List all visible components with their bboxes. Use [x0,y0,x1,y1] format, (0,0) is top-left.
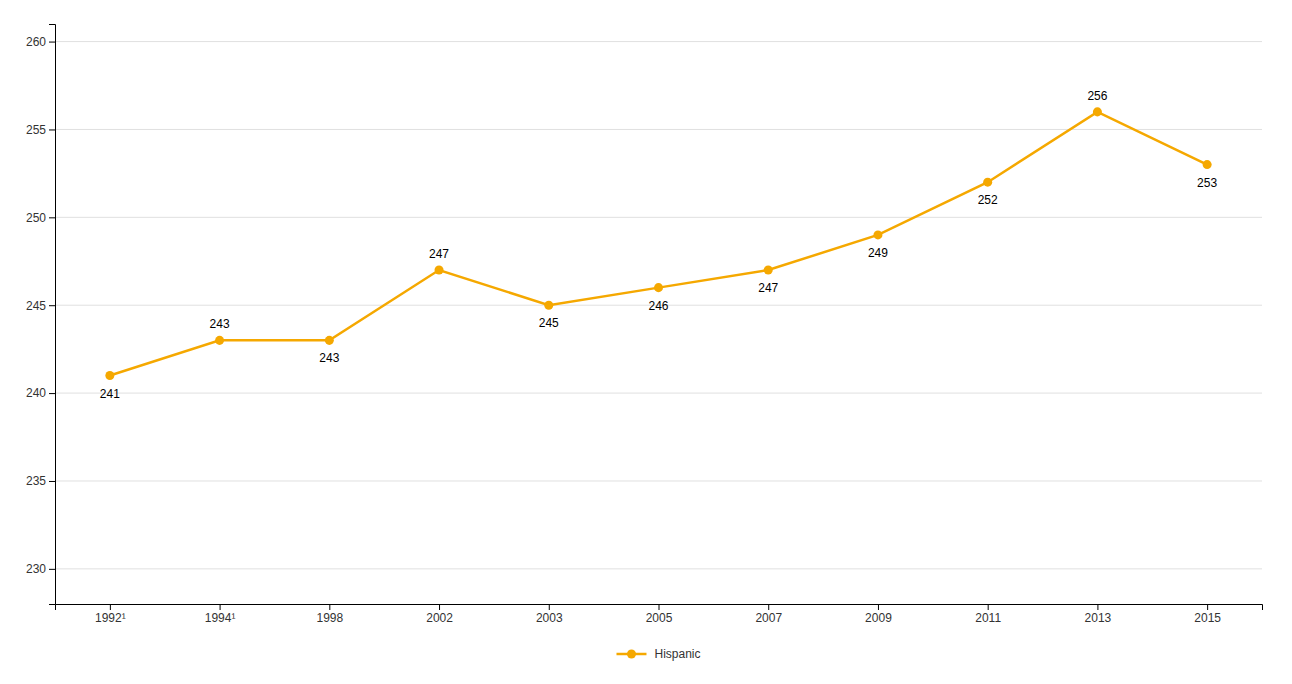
tick: 2005 [646,604,673,625]
tick-label: 230 [26,562,46,576]
tick-mark [878,604,879,610]
tick-label: 1994¹ [205,611,236,625]
tick: 2009 [865,604,892,625]
tick-label: 2013 [1085,611,1112,625]
tick-label: 235 [26,474,46,488]
data-labels: 241 243 243 247 245 246 247 249 252 256 253 [100,89,1218,401]
grid-line [55,393,1262,394]
tick-label: 2009 [865,611,892,625]
tick-mark [49,393,55,394]
tick-mark [659,604,660,610]
tick-label: 2003 [536,611,563,625]
tick: 235 [26,474,55,488]
tick-label: 245 [26,299,46,313]
tick-label: 2007 [755,611,782,625]
tick-mark [49,569,55,570]
tick-mark [110,604,111,610]
tick-label: 250 [26,211,46,225]
tick: 2013 [1085,604,1112,625]
axis-line [56,605,1263,611]
tick: 255 [26,123,55,137]
data-label: 252 [978,193,998,207]
plot: 230 235 240 245 250 255 260 1992¹ 1994¹ 1998 2002 2… [26,25,1263,625]
tick-mark [49,305,55,306]
marker [764,266,773,275]
tick: 260 [26,35,55,49]
tick: 240 [26,386,55,400]
tick-mark [1097,604,1098,610]
tick-mark [988,604,989,610]
grid-line [55,217,1262,218]
marker [1203,160,1212,169]
grid-line [55,568,1262,569]
x-axis: 1992¹ 1994¹ 1998 2002 2003 2005 2007 2009 2011 20… [56,604,1263,625]
tick-mark [768,604,769,610]
marker [215,336,224,345]
tick: 2007 [755,604,782,625]
legend-label: Hispanic [654,647,700,661]
data-label: 241 [100,387,120,401]
tick-mark [549,604,550,610]
tick: 1992¹ [95,604,126,625]
data-label: 243 [210,317,230,331]
tick-label: 2005 [646,611,673,625]
tick: 2002 [426,604,453,625]
marker [654,283,663,292]
tick-label: 2002 [426,611,453,625]
marker [544,301,553,310]
tick-label: 2015 [1194,611,1221,625]
tick-mark [49,481,55,482]
tick-label: 1998 [316,611,343,625]
data-label: 253 [1197,176,1217,190]
grid-line [55,129,1262,130]
marker [1093,107,1102,116]
tick: 245 [26,299,55,313]
data-label: 243 [319,351,339,365]
grid-line [55,41,1262,42]
tick-mark [439,604,440,610]
marker [325,336,334,345]
chart: 230 235 240 245 250 255 260 1992¹ 1994¹ 1998 2002 2… [0,0,1292,684]
marker [983,178,992,187]
tick: 2011 [975,604,1001,625]
data-label: 249 [868,246,888,260]
tick: 1994¹ [205,604,236,625]
marker [105,371,114,380]
tick: 1998 [316,604,343,625]
grid-line [55,480,1262,481]
tick-label: 1992¹ [95,611,126,625]
legend: Hispanic [616,647,700,661]
tick-mark [220,604,221,610]
tick-label: 255 [26,123,46,137]
data-label: 247 [429,247,449,261]
legend-item: Hispanic [616,647,700,661]
tick: 230 [26,562,55,576]
tick-mark [49,42,55,43]
tick-label: 260 [26,35,46,49]
data-label: 247 [758,281,778,295]
tick-label: 240 [26,386,46,400]
line [110,112,1207,376]
marker [873,230,882,239]
data-label: 246 [648,299,668,313]
tick: 2003 [536,604,563,625]
marker [435,266,444,275]
tick-mark [329,604,330,610]
grid [55,42,1262,569]
tick: 250 [26,211,55,225]
marks [105,107,1211,380]
tick: 2015 [1194,604,1221,625]
tick-label: 2011 [975,611,1001,625]
data-label: 245 [539,316,559,330]
tick-mark [1207,604,1208,610]
legend-marker [627,649,636,658]
tick-mark [49,129,55,130]
y-axis: 230 235 240 245 250 255 260 [26,25,56,605]
tick-mark [49,217,55,218]
axis-line [49,25,56,605]
data-label: 256 [1087,89,1107,103]
